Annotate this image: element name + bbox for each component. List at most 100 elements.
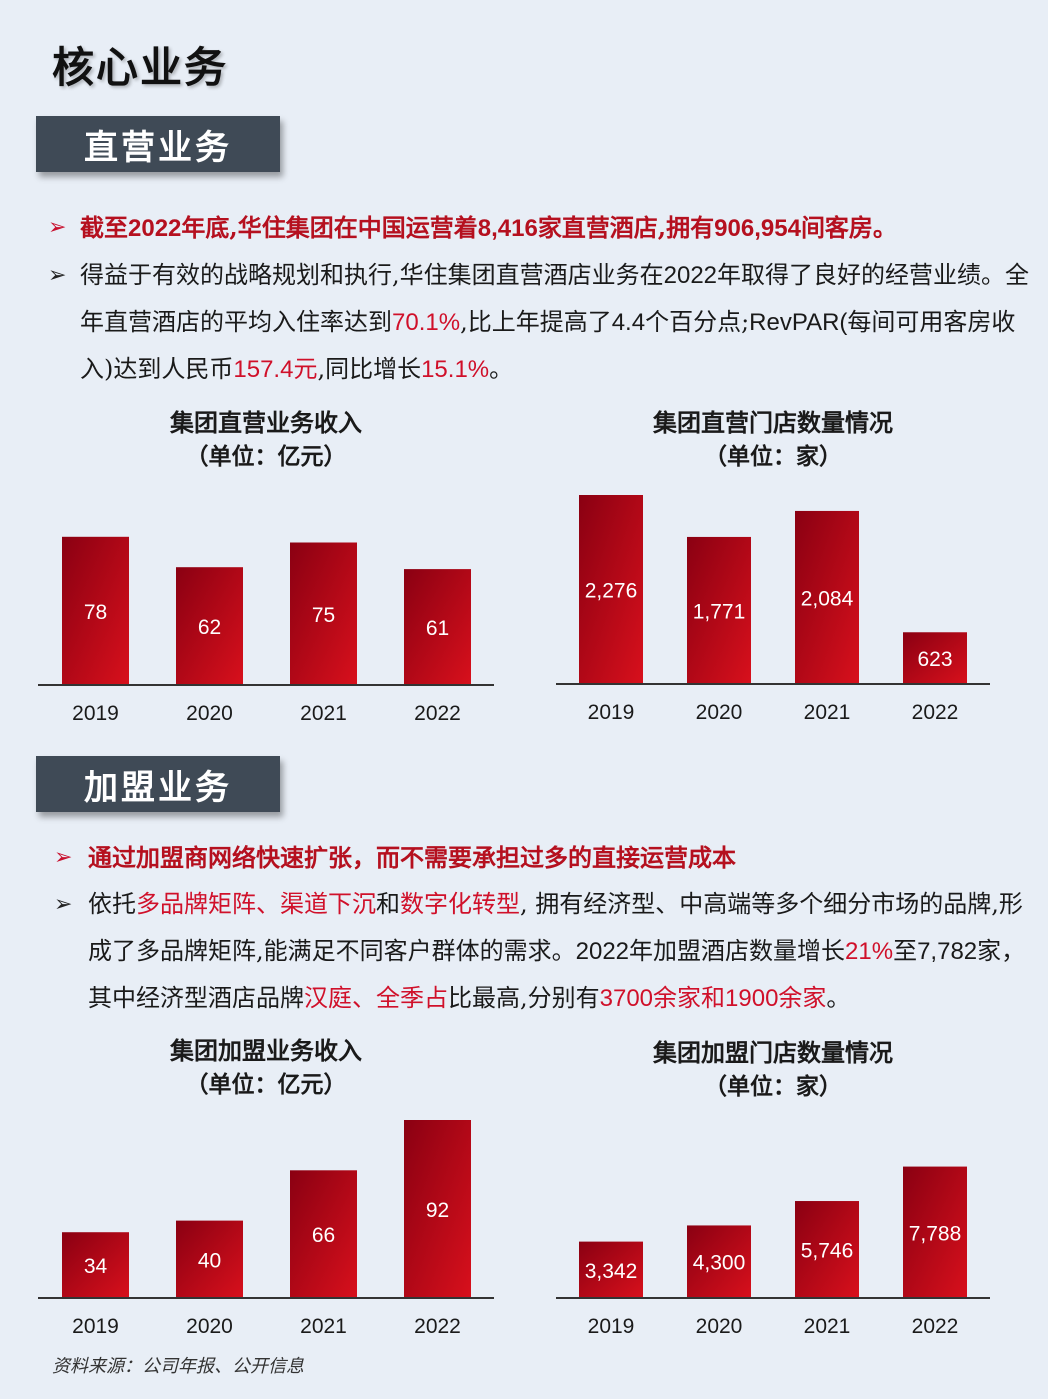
bar-value-label: 1,771 <box>693 600 746 623</box>
bar-2020 <box>176 1220 243 1298</box>
value: 7,782 <box>917 938 978 965</box>
bar-2021 <box>290 542 357 685</box>
text: 间客房。 <box>800 213 897 242</box>
source-note: 资料来源：公司年报、公开信息 <box>52 1356 304 1377</box>
bar-value-label: 62 <box>198 616 221 639</box>
text: ,比上年提高了 <box>460 308 612 336</box>
x-tick-label: 2022 <box>912 701 959 724</box>
highlight: 余家和 <box>653 984 726 1012</box>
value: 906,954 <box>714 215 801 242</box>
bar-value-label: 7,788 <box>909 1222 962 1245</box>
highlight: 多品牌矩阵、渠道下沉 <box>136 890 376 918</box>
x-tick-label: 2019 <box>588 701 635 724</box>
value: 3700 <box>599 985 654 1012</box>
bar-2020 <box>176 567 243 685</box>
x-tick-label: 2022 <box>414 702 461 725</box>
occupancy-value: 70.1% <box>392 309 461 336</box>
bar-value-label: 2,084 <box>801 587 854 610</box>
bar-2019 <box>62 1232 129 1298</box>
franchise-bullet-1: ➢ 通过加盟商网络快速扩张，而不需要承担过多的直接运营成本 <box>46 834 1041 881</box>
text: 。 <box>826 984 851 1012</box>
x-tick-label: 2021 <box>804 701 851 724</box>
highlight: 数字化转型 <box>400 890 520 918</box>
text: 家，其中经济型酒店品牌 <box>88 937 1026 1012</box>
arrow-icon: ➢ <box>48 215 67 240</box>
bar-2019 <box>579 495 643 684</box>
text: ,同比增长 <box>317 355 422 383</box>
direct-bullets: ➢ 截至2022年底,华住集团在中国运营着8,416家直营酒店,拥有906,95… <box>46 204 1041 393</box>
bar-2022 <box>404 569 471 685</box>
bar-value-label: 61 <box>426 617 449 640</box>
x-tick-label: 2020 <box>696 701 743 724</box>
section-tag-direct: 直营业务 <box>36 116 280 172</box>
chart-title: 集团直营门店数量情况 <box>653 408 893 437</box>
chart-direct-stores: 集团直营门店数量情况 （单位：家） 2,276 2019 1,771 2020 2,08… <box>556 406 990 726</box>
x-tick-label: 2021 <box>804 1315 851 1338</box>
text: , 拥有经济型、中高端等多个细分市场的品牌,形成了多品牌矩阵,能满足不同客户群体… <box>88 890 1023 965</box>
bar-value-label: 3,342 <box>585 1260 638 1283</box>
bar-2022 <box>903 632 967 684</box>
franchise-bullet-2: ➢ 依托多品牌矩阵、渠道下沉和数字化转型, 拥有经济型、中高端等多个细分市场的品… <box>46 881 1041 1022</box>
bar-2021 <box>290 1170 357 1298</box>
text: 得益于有效的战略规划和执行,华住集团直营酒店业务在 <box>80 261 664 289</box>
value: 2022 <box>128 215 182 242</box>
bar-value-label: 4,300 <box>693 1252 746 1275</box>
bar-value-label: 623 <box>917 648 952 671</box>
text: 比最高,分别有 <box>448 984 600 1012</box>
x-tick-label: 2020 <box>186 1315 233 1338</box>
chart-unit: （单位：亿元） <box>185 1071 347 1098</box>
text: 至 <box>893 937 918 965</box>
bar-2021 <box>795 1201 859 1298</box>
text: 每间可用客房收入)达到人民币 <box>80 308 1016 383</box>
text: 年底,华住集团在中国运营着 <box>181 213 478 242</box>
chart-unit: （单位：家） <box>704 1073 842 1100</box>
growth-value: 15.1% <box>421 356 490 383</box>
bar-value-label: 66 <box>312 1224 335 1247</box>
chart-title: 集团加盟业务收入 <box>170 1036 362 1065</box>
value: 1900 <box>725 985 779 1012</box>
bar-2022 <box>404 1120 471 1298</box>
text: 元 <box>293 355 318 383</box>
arrow-icon: ➢ <box>54 845 73 870</box>
page-title: 核心业务 <box>52 43 229 92</box>
value: 8,416 <box>477 215 538 242</box>
text: 和 <box>376 890 400 918</box>
bar-value-label: 2,276 <box>585 580 638 603</box>
franchise-bullets: ➢ 通过加盟商网络快速扩张，而不需要承担过多的直接运营成本 ➢ 依托多品牌矩阵、… <box>46 834 1041 1022</box>
chart-svg: 78 2019 62 2020 75 2021 61 2022 <box>38 536 494 725</box>
x-tick-label: 2019 <box>72 702 119 725</box>
x-tick-label: 2022 <box>414 1315 461 1338</box>
arrow-icon: ➢ <box>54 892 73 917</box>
bar-2020 <box>687 536 751 684</box>
revpar-value: 157.4 <box>233 356 294 383</box>
x-tick-label: 2021 <box>300 1315 347 1338</box>
text: 。 <box>489 355 514 383</box>
bar-2020 <box>687 1225 751 1298</box>
direct-bullet-1: ➢ 截至2022年底,华住集团在中国运营着8,416家直营酒店,拥有906,95… <box>46 204 1041 252</box>
arrow-icon: ➢ <box>48 263 67 288</box>
bar-value-label: 75 <box>312 604 335 627</box>
chart-svg: 3,342 2019 4,300 2020 5,746 2021 7,788 2022 <box>556 1166 990 1338</box>
text: 年加盟酒店数量增长 <box>629 937 846 965</box>
text: 截至 <box>80 213 128 242</box>
chart-svg: 34 2019 40 2020 66 2021 92 2022 <box>38 1120 494 1338</box>
bar-value-label: 78 <box>84 601 107 624</box>
value: RevPAR( <box>749 309 848 336</box>
x-tick-label: 2020 <box>696 1315 743 1338</box>
section-tag-franchise: 加盟业务 <box>36 756 280 812</box>
chart-franchise-revenue: 集团加盟业务收入 （单位：亿元） 34 2019 40 2020 66 2021 92 202… <box>38 1034 494 1350</box>
text: 年取得了良好的经营业绩。全年直营酒店的平均入住率达到 <box>80 261 1030 336</box>
bar-2021 <box>795 510 859 684</box>
chart-franchise-stores: 集团加盟门店数量情况 （单位：家） 3,342 2019 4,300 2020 5,74… <box>556 1036 990 1350</box>
value: 2022 <box>575 938 630 965</box>
text: 依托 <box>88 890 136 918</box>
chart-unit: （单位：家） <box>704 443 842 470</box>
x-tick-label: 2019 <box>72 1315 119 1338</box>
value: 2022 <box>663 262 718 289</box>
chart-svg: 2,276 2019 1,771 2020 2,084 2021 623 2022 <box>556 495 990 724</box>
bar-value-label: 34 <box>84 1255 108 1278</box>
chart-title: 集团直营业务收入 <box>170 408 362 437</box>
x-tick-label: 2021 <box>300 702 347 725</box>
direct-bullet-2: ➢ 得益于有效的战略规划和执行,华住集团直营酒店业务在2022年取得了良好的经营… <box>46 252 1041 393</box>
chart-unit: （单位：亿元） <box>185 443 347 470</box>
